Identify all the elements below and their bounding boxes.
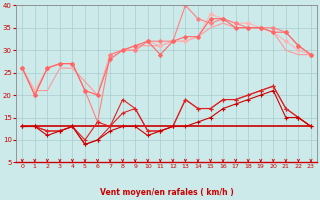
X-axis label: Vent moyen/en rafales ( km/h ): Vent moyen/en rafales ( km/h )	[100, 188, 234, 197]
